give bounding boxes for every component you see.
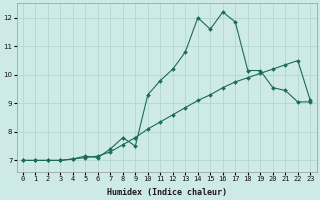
X-axis label: Humidex (Indice chaleur): Humidex (Indice chaleur) bbox=[107, 188, 227, 197]
